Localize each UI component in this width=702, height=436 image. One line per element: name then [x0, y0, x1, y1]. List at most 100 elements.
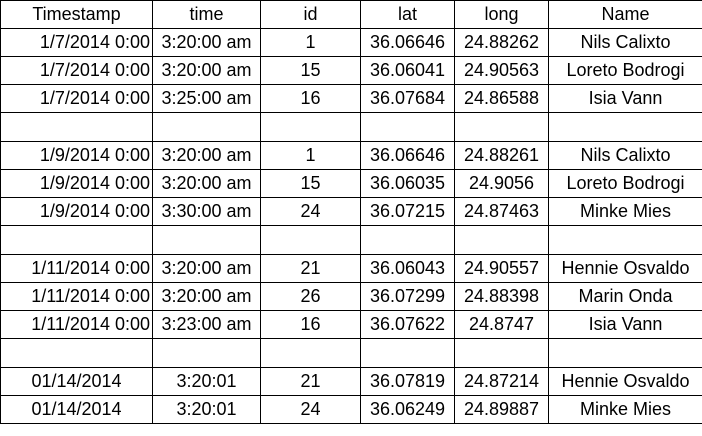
- cell-lat[interactable]: 36.06249: [360, 395, 455, 424]
- cell-long[interactable]: 24.88398: [454, 282, 549, 311]
- cell-lat[interactable]: 36.06646: [360, 141, 455, 170]
- header-name[interactable]: Name: [548, 0, 702, 29]
- cell-lat[interactable]: 36.07684: [360, 84, 455, 113]
- table-row: 1/7/2014 0:00 3:20:00 am 1 36.06646 24.88262…: [0, 28, 702, 57]
- cell-lat[interactable]: 36.06041: [360, 56, 455, 85]
- cell-timestamp[interactable]: [0, 338, 153, 368]
- cell-time[interactable]: [152, 112, 261, 142]
- cell-long[interactable]: 24.9056: [454, 169, 549, 198]
- header-timestamp[interactable]: Timestamp: [0, 0, 153, 29]
- cell-time[interactable]: 3:25:00 am: [152, 84, 261, 113]
- cell-timestamp[interactable]: 1/11/2014 0:00: [0, 310, 153, 339]
- table-row: 01/14/2014 3:20:01 24 36.06249 24.89887 Minke…: [0, 395, 702, 424]
- table-row: 1/11/2014 0:00 3:23:00 am 16 36.07622 24.874…: [0, 310, 702, 339]
- cell-lat[interactable]: [360, 225, 455, 255]
- cell-timestamp[interactable]: 1/7/2014 0:00: [0, 56, 153, 85]
- cell-time[interactable]: 3:20:00 am: [152, 56, 261, 85]
- cell-id[interactable]: 16: [260, 310, 361, 339]
- cell-id[interactable]: [260, 112, 361, 142]
- cell-long[interactable]: 24.89887: [454, 395, 549, 424]
- cell-time[interactable]: 3:20:00 am: [152, 282, 261, 311]
- cell-timestamp[interactable]: 1/9/2014 0:00: [0, 169, 153, 198]
- cell-name[interactable]: Hennie Osvaldo: [548, 254, 702, 283]
- cell-lat[interactable]: [360, 112, 455, 142]
- cell-id[interactable]: 21: [260, 254, 361, 283]
- cell-name[interactable]: [548, 338, 702, 368]
- cell-time[interactable]: 3:20:00 am: [152, 254, 261, 283]
- cell-long[interactable]: [454, 225, 549, 255]
- cell-name[interactable]: Loreto Bodrogi: [548, 56, 702, 85]
- cell-lat[interactable]: 36.07215: [360, 197, 455, 226]
- cell-name[interactable]: Isia Vann: [548, 310, 702, 339]
- cell-id[interactable]: 24: [260, 395, 361, 424]
- cell-timestamp[interactable]: [0, 225, 153, 255]
- table-row: 01/14/2014 3:20:01 21 36.07819 24.87214 Henni…: [0, 367, 702, 396]
- header-lat[interactable]: lat: [360, 0, 455, 29]
- cell-long[interactable]: 24.88262: [454, 28, 549, 57]
- cell-name[interactable]: Nils Calixto: [548, 141, 702, 170]
- cell-id[interactable]: 26: [260, 282, 361, 311]
- cell-time[interactable]: [152, 338, 261, 368]
- cell-name[interactable]: Minke Mies: [548, 197, 702, 226]
- cell-timestamp[interactable]: 1/9/2014 0:00: [0, 197, 153, 226]
- cell-timestamp[interactable]: [0, 112, 153, 142]
- cell-name[interactable]: Nils Calixto: [548, 28, 702, 57]
- cell-lat[interactable]: 36.07622: [360, 310, 455, 339]
- header-time[interactable]: time: [152, 0, 261, 29]
- cell-long[interactable]: 24.88261: [454, 141, 549, 170]
- cell-id[interactable]: 24: [260, 197, 361, 226]
- cell-id[interactable]: 21: [260, 367, 361, 396]
- cell-name[interactable]: Marin Onda: [548, 282, 702, 311]
- cell-id[interactable]: 15: [260, 56, 361, 85]
- cell-name[interactable]: Loreto Bodrogi: [548, 169, 702, 198]
- cell-id[interactable]: 16: [260, 84, 361, 113]
- blank-row: [0, 112, 702, 142]
- cell-name[interactable]: [548, 225, 702, 255]
- cell-long[interactable]: 24.90563: [454, 56, 549, 85]
- cell-time[interactable]: 3:30:00 am: [152, 197, 261, 226]
- table-row: 1/7/2014 0:00 3:20:00 am 15 36.06041 24.9056…: [0, 56, 702, 85]
- cell-lat[interactable]: 36.06035: [360, 169, 455, 198]
- header-long[interactable]: long: [454, 0, 549, 29]
- cell-long[interactable]: 24.86588: [454, 84, 549, 113]
- cell-long[interactable]: 24.8747: [454, 310, 549, 339]
- cell-lat[interactable]: 36.07299: [360, 282, 455, 311]
- cell-name[interactable]: Minke Mies: [548, 395, 702, 424]
- cell-long[interactable]: 24.87214: [454, 367, 549, 396]
- cell-id[interactable]: 1: [260, 141, 361, 170]
- cell-timestamp[interactable]: 1/7/2014 0:00: [0, 84, 153, 113]
- cell-time[interactable]: 3:20:00 am: [152, 141, 261, 170]
- table-row: 1/11/2014 0:00 3:20:00 am 21 36.06043 24.905…: [0, 254, 702, 283]
- cell-time[interactable]: 3:23:00 am: [152, 310, 261, 339]
- cell-name[interactable]: Isia Vann: [548, 84, 702, 113]
- cell-time[interactable]: 3:20:01: [152, 395, 261, 424]
- blank-row: [0, 338, 702, 368]
- cell-timestamp[interactable]: 1/9/2014 0:00: [0, 141, 153, 170]
- cell-id[interactable]: [260, 338, 361, 368]
- header-id[interactable]: id: [260, 0, 361, 29]
- cell-timestamp[interactable]: 01/14/2014: [0, 395, 153, 424]
- cell-long[interactable]: 24.90557: [454, 254, 549, 283]
- cell-timestamp[interactable]: 1/7/2014 0:00: [0, 28, 153, 57]
- cell-long[interactable]: [454, 338, 549, 368]
- table-row: 1/9/2014 0:00 3:30:00 am 24 36.07215 24.8746…: [0, 197, 702, 226]
- cell-id[interactable]: 1: [260, 28, 361, 57]
- cell-lat[interactable]: 36.06043: [360, 254, 455, 283]
- cell-long[interactable]: [454, 112, 549, 142]
- cell-name[interactable]: [548, 112, 702, 142]
- cell-time[interactable]: [152, 225, 261, 255]
- cell-time[interactable]: 3:20:01: [152, 367, 261, 396]
- cell-name[interactable]: Hennie Osvaldo: [548, 367, 702, 396]
- cell-id[interactable]: [260, 225, 361, 255]
- cell-time[interactable]: 3:20:00 am: [152, 28, 261, 57]
- table-row: 1/9/2014 0:00 3:20:00 am 15 36.06035 24.9056…: [0, 169, 702, 198]
- cell-time[interactable]: 3:20:00 am: [152, 169, 261, 198]
- cell-timestamp[interactable]: 01/14/2014: [0, 367, 153, 396]
- cell-timestamp[interactable]: 1/11/2014 0:00: [0, 254, 153, 283]
- cell-long[interactable]: 24.87463: [454, 197, 549, 226]
- cell-id[interactable]: 15: [260, 169, 361, 198]
- cell-timestamp[interactable]: 1/11/2014 0:00: [0, 282, 153, 311]
- cell-lat[interactable]: [360, 338, 455, 368]
- cell-lat[interactable]: 36.07819: [360, 367, 455, 396]
- cell-lat[interactable]: 36.06646: [360, 28, 455, 57]
